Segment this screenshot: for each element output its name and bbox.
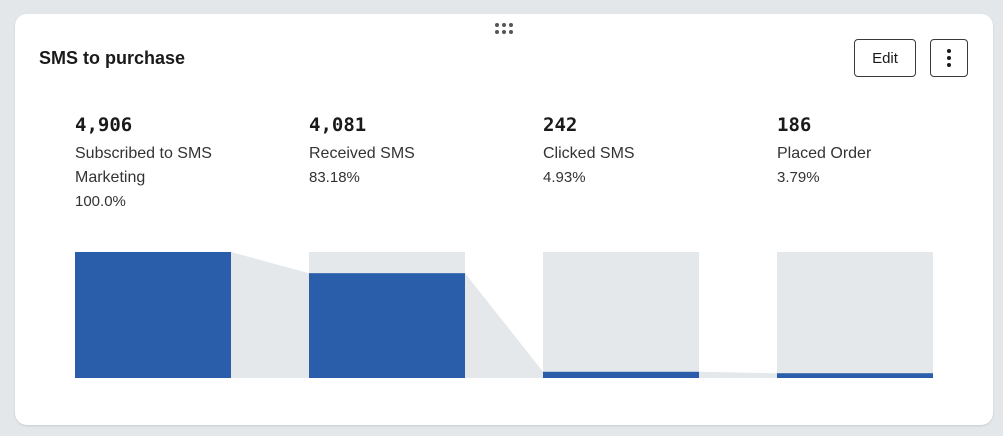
card-title: SMS to purchase — [39, 48, 186, 68]
step-percent: 100.0% — [75, 193, 126, 210]
step-percent: 4.93% — [543, 169, 586, 186]
step-percent: 3.79% — [777, 169, 820, 186]
funnel-step-3: 242 Clicked SMS 4.93% — [543, 114, 703, 190]
step-value: 4,906 — [75, 114, 133, 136]
drag-handle-icon[interactable] — [495, 21, 515, 35]
funnel-step-2: 4,081 Received SMS 83.18% — [309, 114, 469, 190]
step-label: Received SMS — [309, 145, 415, 162]
funnel-connector — [231, 252, 309, 378]
funnel-bar — [75, 252, 231, 378]
more-options-button[interactable] — [930, 39, 968, 77]
step-label: Subscribed to SMS Marketing — [75, 145, 212, 186]
step-label: Placed Order — [777, 145, 872, 162]
step-percent: 83.18% — [309, 169, 360, 186]
edit-button[interactable]: Edit — [854, 39, 916, 77]
step-value: 186 — [777, 114, 812, 136]
step-value: 4,081 — [309, 114, 367, 136]
step-value: 242 — [543, 114, 578, 136]
funnel-bar — [543, 371, 699, 378]
bar-track — [543, 252, 699, 378]
funnel-connector — [465, 273, 543, 378]
funnel-bar — [777, 373, 933, 378]
funnel-bar — [309, 273, 465, 378]
funnel-step-1: 4,906 Subscribed to SMS Marketing 100.0% — [75, 114, 235, 214]
funnel-connector — [699, 371, 777, 378]
step-label: Clicked SMS — [543, 145, 635, 162]
bar-track — [777, 252, 933, 378]
funnel-step-4: 186 Placed Order 3.79% — [777, 114, 937, 190]
